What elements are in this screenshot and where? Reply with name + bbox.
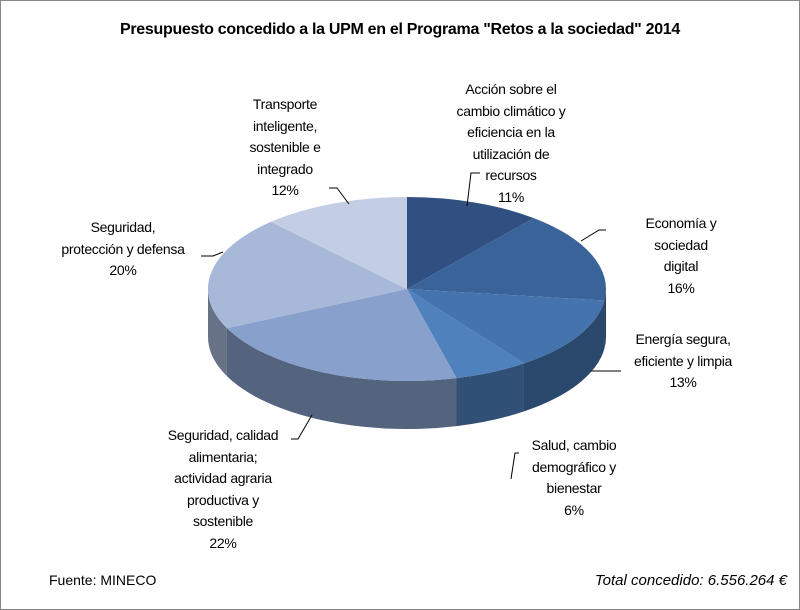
pie-slice-0 (407, 197, 534, 289)
data-label-seguridad-proteccion: Seguridad, protección y defensa 20% (61, 219, 185, 278)
data-label-accion: Acción sobre el cambio climático y efici… (456, 81, 566, 205)
data-label-transporte: Transporte inteligente, sostenible e int… (249, 96, 321, 198)
data-label-economia: Economía y sociedad digital 16% (645, 215, 717, 296)
pie-slice-2 (407, 289, 605, 364)
pie-side-1 (604, 289, 606, 349)
data-label-seguridad-calidad: Seguridad, calidad alimentaria; activida… (167, 427, 279, 551)
chart-title: Presupuesto concedido a la UPM en el Pro… (120, 21, 680, 38)
data-label-energia: Energía segura, eficiente y limpia 13% (633, 331, 733, 390)
pie-slice-5 (208, 221, 407, 329)
pie-side-5 (208, 289, 227, 377)
pie-slice-4 (226, 289, 457, 381)
pie-slice-1 (407, 218, 607, 301)
pie-side-3 (456, 363, 524, 427)
pie-slice-3 (407, 289, 524, 379)
source-note: Fuente: MINECO (49, 572, 157, 588)
pie-side-2 (523, 300, 605, 412)
pie-side-4 (226, 328, 457, 429)
leader-line-seguridad-proteccion (201, 251, 224, 257)
leader-line-accion (466, 172, 480, 207)
leader-line-transporte (329, 187, 350, 205)
total-note: Total concedido: 6.556.264 € (594, 572, 787, 589)
pie-slice-6 (270, 197, 407, 289)
leader-line-salud (510, 452, 519, 480)
leader-line-economia (580, 229, 606, 242)
data-label-salud: Salud, cambio demográfico y bienestar 6% (531, 437, 617, 518)
leader-line-seguridad-calidad (291, 414, 313, 440)
